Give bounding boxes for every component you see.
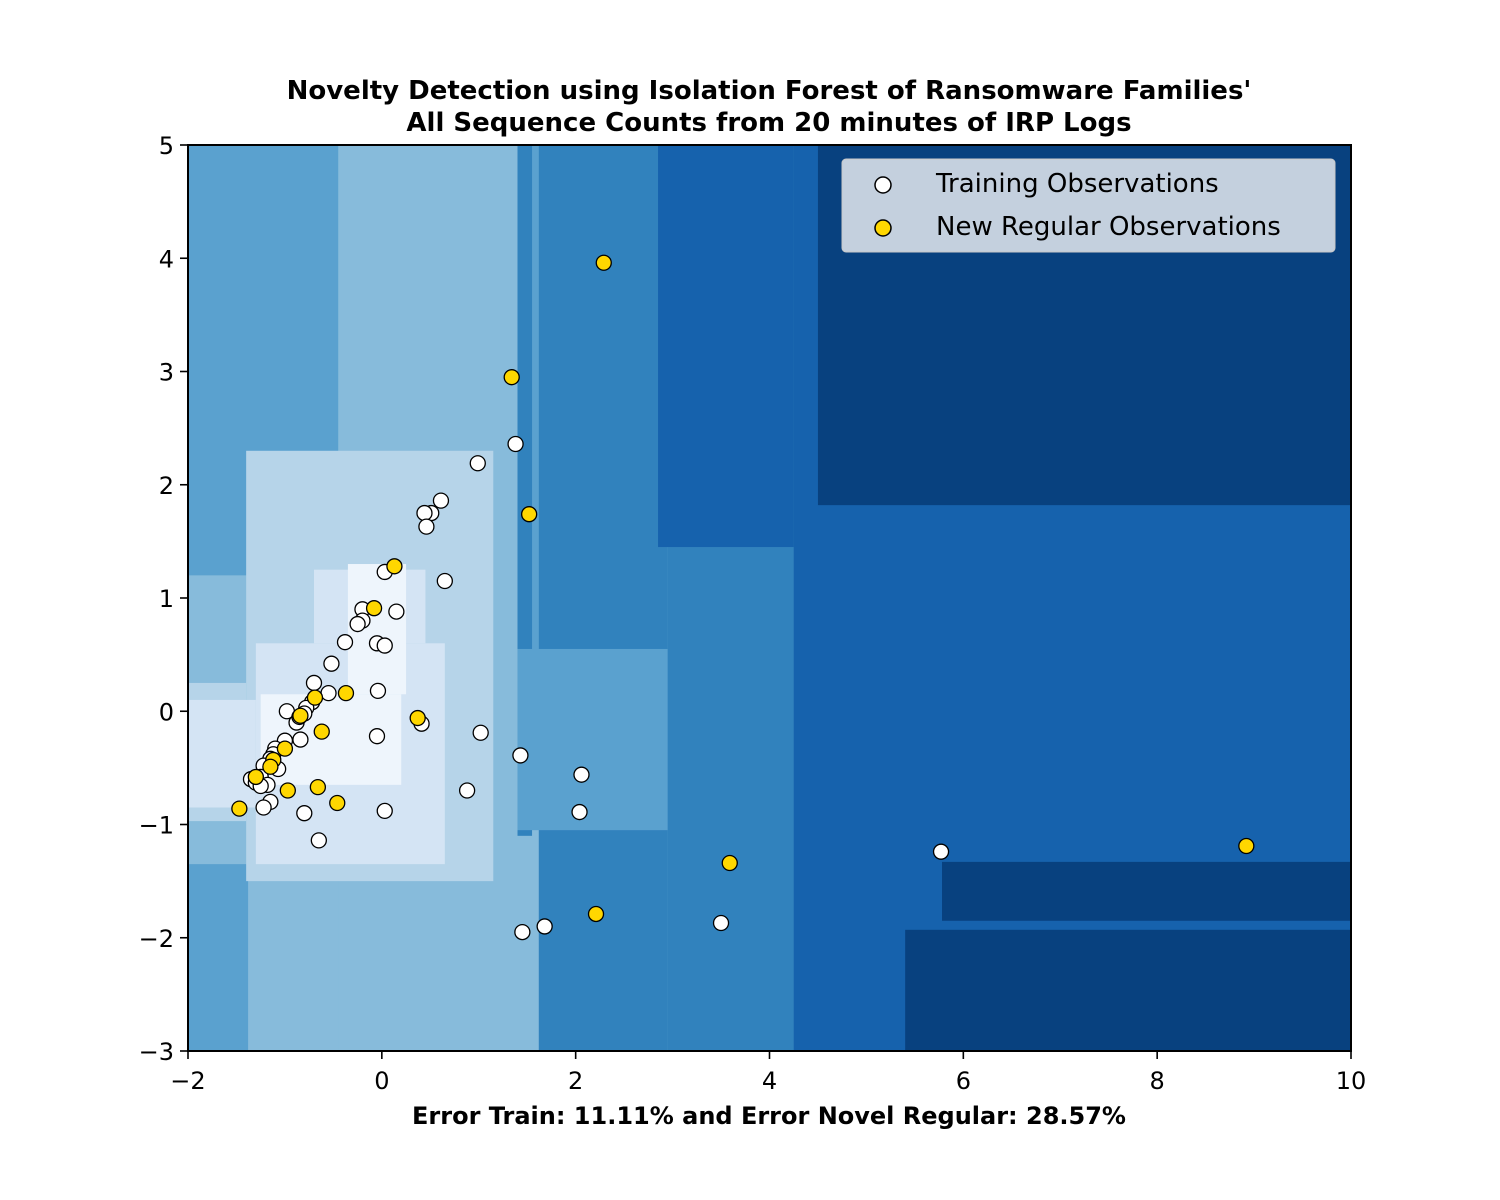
training-point-1 <box>469 455 486 472</box>
training-point-42 <box>368 728 386 745</box>
training-point-44 <box>472 724 489 741</box>
training-point-16 <box>369 682 387 700</box>
training-point-15 <box>323 655 340 672</box>
new-regular-point-14 <box>279 782 296 799</box>
legend-label-training: Training Observations <box>935 169 1219 199</box>
training-point-5 <box>418 518 435 535</box>
y-tick-label-8: 5 <box>159 132 174 160</box>
x-tick-label-5: 8 <box>1150 1067 1165 1095</box>
x-axis-label: Error Train: 11.11% and Error Novel Regu… <box>412 1102 1126 1130</box>
new-regular-point-5 <box>306 689 324 706</box>
legend-label-new: New Regular Observations <box>936 212 1281 242</box>
training-point-50 <box>536 918 553 935</box>
new-regular-point-12 <box>262 758 279 775</box>
x-tick-label-0: −2 <box>170 1067 205 1095</box>
region-12 <box>942 861 1351 921</box>
region-18 <box>188 699 256 808</box>
y-tick-label-5: 2 <box>159 472 174 500</box>
new-regular-point-3 <box>386 558 403 575</box>
x-tick-label-3: 4 <box>762 1067 777 1095</box>
y-tick-label-3: 0 <box>159 698 174 726</box>
training-point-2 <box>432 492 450 509</box>
x-tick-label-1: 0 <box>374 1067 389 1095</box>
legend-marker-training <box>874 176 892 194</box>
new-regular-point-15 <box>309 778 327 796</box>
region-7 <box>517 648 668 831</box>
new-regular-point-13 <box>247 768 264 786</box>
legend-box <box>841 158 1336 253</box>
training-point-46 <box>458 782 476 799</box>
training-point-51 <box>712 914 730 932</box>
y-tick-label-1: −2 <box>139 925 174 953</box>
new-regular-point-19 <box>587 905 605 923</box>
region-9 <box>658 145 794 548</box>
x-tick-label-6: 10 <box>1336 1067 1367 1095</box>
region-4 <box>538 145 668 1051</box>
chart-title-line-1: Novelty Detection using Isolation Forest… <box>287 76 1252 106</box>
new-regular-point-1 <box>503 369 520 386</box>
training-point-47 <box>573 766 590 783</box>
y-tick-label-2: −1 <box>139 812 174 840</box>
new-regular-point-20 <box>1238 837 1255 855</box>
training-point-25 <box>292 731 309 748</box>
y-tick-label-7: 4 <box>159 245 174 273</box>
training-point-41 <box>376 802 393 820</box>
new-regular-point-6 <box>337 684 355 702</box>
training-point-18 <box>305 674 323 692</box>
x-tick-label-2: 2 <box>568 1067 583 1095</box>
new-regular-point-2 <box>520 506 538 523</box>
new-regular-point-10 <box>276 740 294 757</box>
training-point-14 <box>376 637 393 654</box>
region-13 <box>905 929 1351 1051</box>
training-point-0 <box>507 435 524 453</box>
new-regular-observations <box>231 254 1255 923</box>
training-point-11 <box>388 603 405 620</box>
legend: Training Observations New Regular Observ… <box>841 158 1336 253</box>
training-point-48 <box>571 803 588 821</box>
new-regular-point-0 <box>595 254 612 271</box>
new-regular-point-16 <box>329 794 346 812</box>
new-regular-point-18 <box>721 854 738 872</box>
new-regular-point-4 <box>365 600 383 617</box>
training-point-39 <box>296 805 313 822</box>
new-regular-point-9 <box>409 709 426 727</box>
training-point-52 <box>932 843 950 860</box>
decision-regions <box>188 145 1351 1051</box>
new-regular-point-7 <box>292 707 309 724</box>
training-point-49 <box>514 923 531 941</box>
legend-marker-new <box>874 219 892 237</box>
training-point-10 <box>349 615 366 633</box>
training-point-12 <box>336 634 354 651</box>
training-point-38 <box>255 799 272 816</box>
y-tick-label-0: −3 <box>139 1038 174 1066</box>
x-tick-label-4: 6 <box>956 1067 971 1095</box>
training-point-7 <box>436 572 453 590</box>
training-point-17 <box>320 684 337 702</box>
training-point-45 <box>512 747 529 764</box>
new-regular-point-17 <box>231 800 248 817</box>
training-point-4 <box>416 504 433 522</box>
x-axis-ticks: −2 0 2 4 6 8 10 <box>170 1051 1366 1095</box>
y-tick-label-6: 3 <box>159 359 174 387</box>
y-tick-label-4: 1 <box>159 585 174 613</box>
chart-title-line-2: All Sequence Counts from 20 minutes of I… <box>406 108 1131 138</box>
training-point-40 <box>310 832 327 849</box>
y-axis-ticks: −3 −2 −1 0 1 2 3 4 5 <box>139 132 188 1066</box>
new-regular-point-8 <box>313 723 330 740</box>
